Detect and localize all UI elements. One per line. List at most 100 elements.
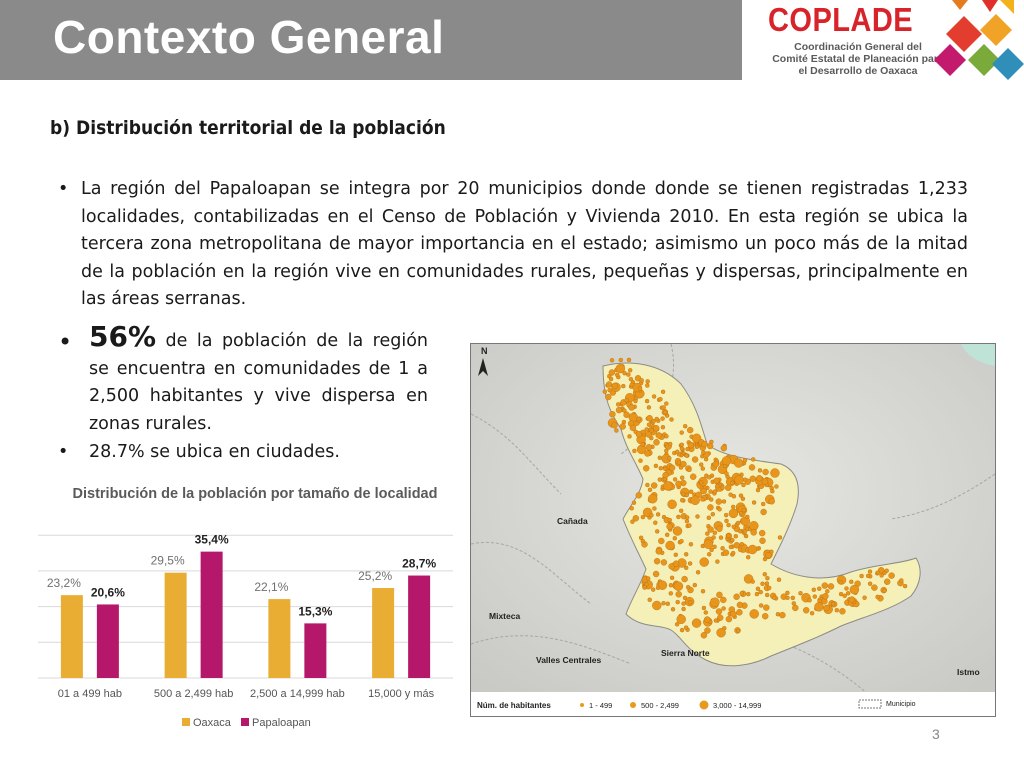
locality-dot: [879, 573, 884, 578]
locality-dot: [684, 519, 690, 524]
legend-municipio-swatch: [858, 699, 882, 709]
data-label: 25,2%: [358, 569, 392, 583]
locality-dot: [658, 397, 663, 402]
locality-dot: [661, 405, 666, 410]
locality-dot: [825, 589, 830, 594]
legend-municipio: Municipio: [886, 701, 916, 708]
locality-dot: [695, 514, 700, 519]
locality-dot: [710, 511, 716, 517]
locality-dot: [640, 442, 645, 447]
logo-diamonds-icon: [934, 0, 1024, 80]
locality-dot: [742, 529, 747, 534]
locality-dot: [867, 581, 873, 586]
locality-dot: [728, 508, 739, 519]
locality-dot: [605, 381, 613, 388]
locality-dot: [817, 586, 822, 591]
locality-dot: [741, 482, 746, 488]
legend-swatch-papaloapan: [241, 718, 249, 726]
locality-dot: [679, 627, 685, 633]
locality-dot: [626, 357, 632, 363]
locality-dot: [681, 601, 686, 606]
locality-dot: [736, 520, 741, 526]
locality-dot: [701, 450, 706, 455]
locality-dot: [688, 542, 694, 547]
locality-dot: [722, 549, 730, 556]
locality-dot: [703, 610, 709, 615]
locality-dot: [665, 540, 675, 551]
locality-dot: [647, 487, 653, 493]
locality-dot: [846, 591, 851, 596]
locality-dot: [716, 525, 723, 533]
locality-dot: [673, 552, 679, 558]
locality-dot: [758, 603, 764, 608]
locality-dot: [705, 531, 710, 536]
locality-dot: [622, 371, 627, 376]
locality-dot: [660, 389, 666, 394]
locality-dot: [731, 504, 736, 510]
locality-dot: [695, 570, 701, 575]
locality-dot: [655, 432, 663, 439]
locality-dot: [685, 584, 691, 590]
data-label: 15,3%: [298, 604, 332, 618]
locality-dot: [730, 480, 735, 486]
locality-dot: [838, 591, 844, 597]
locality-dot: [699, 557, 709, 567]
locality-dot: [757, 468, 763, 473]
locality-dot: [679, 475, 685, 480]
locality-dot: [739, 591, 744, 596]
locality-dot: [759, 537, 766, 545]
data-label: 28,7%: [402, 557, 436, 571]
locality-dot: [701, 440, 708, 448]
locality-dot: [750, 579, 755, 584]
secondary-bullet: • 28.7% se ubica en ciudades.: [58, 442, 340, 462]
locality-dot: [700, 588, 706, 594]
locality-dots: [602, 357, 908, 639]
locality-dot: [707, 504, 714, 511]
locality-dot: [708, 497, 714, 502]
locality-dot: [655, 585, 661, 591]
page-title: Contexto General: [53, 11, 445, 63]
locality-dot: [687, 467, 692, 473]
locality-dot: [875, 570, 881, 575]
locality-dot: [638, 458, 643, 463]
locality-dot: [653, 557, 661, 565]
locality-dot: [758, 589, 763, 595]
locality-dot: [765, 551, 772, 559]
locality-dot: [748, 464, 756, 471]
locality-dot: [725, 484, 732, 492]
locality-dot: [827, 583, 835, 590]
locality-dot: [649, 513, 654, 518]
x-tick-label: 15,000 y más: [368, 688, 435, 700]
locality-dot: [645, 383, 650, 388]
locality-dot: [765, 592, 770, 598]
locality-dot: [653, 439, 660, 446]
locality-dot: [730, 610, 737, 618]
locality-dot: [629, 506, 634, 511]
locality-dot: [645, 576, 651, 581]
highlight-text: 56% de la población de la región se encu…: [89, 323, 428, 438]
locality-dot: [652, 600, 662, 611]
legend-dot-small: [580, 703, 584, 707]
locality-dot: [679, 497, 685, 503]
water-area: [961, 344, 995, 366]
locality-dot: [621, 383, 626, 389]
map-label-istmo: Istmo: [957, 667, 980, 677]
locality-dot: [715, 498, 723, 505]
locality-dot: [681, 606, 686, 612]
locality-dot: [690, 495, 700, 506]
locality-dot: [687, 441, 695, 449]
locality-dot: [733, 593, 740, 601]
x-tick-label: 2,500 a 14,999 hab: [250, 688, 345, 700]
locality-dot: [698, 462, 704, 467]
locality-dot: [649, 428, 654, 433]
locality-dot: [739, 541, 744, 547]
locality-dot: [888, 572, 895, 579]
locality-dot: [647, 597, 652, 603]
locality-dot: [790, 595, 795, 601]
locality-dot: [728, 544, 734, 550]
locality-dot: [812, 594, 817, 599]
bar-papaloapan: [304, 623, 327, 678]
locality-dot: [644, 398, 650, 404]
locality-dot: [657, 477, 663, 482]
locality-dot: [687, 600, 693, 605]
